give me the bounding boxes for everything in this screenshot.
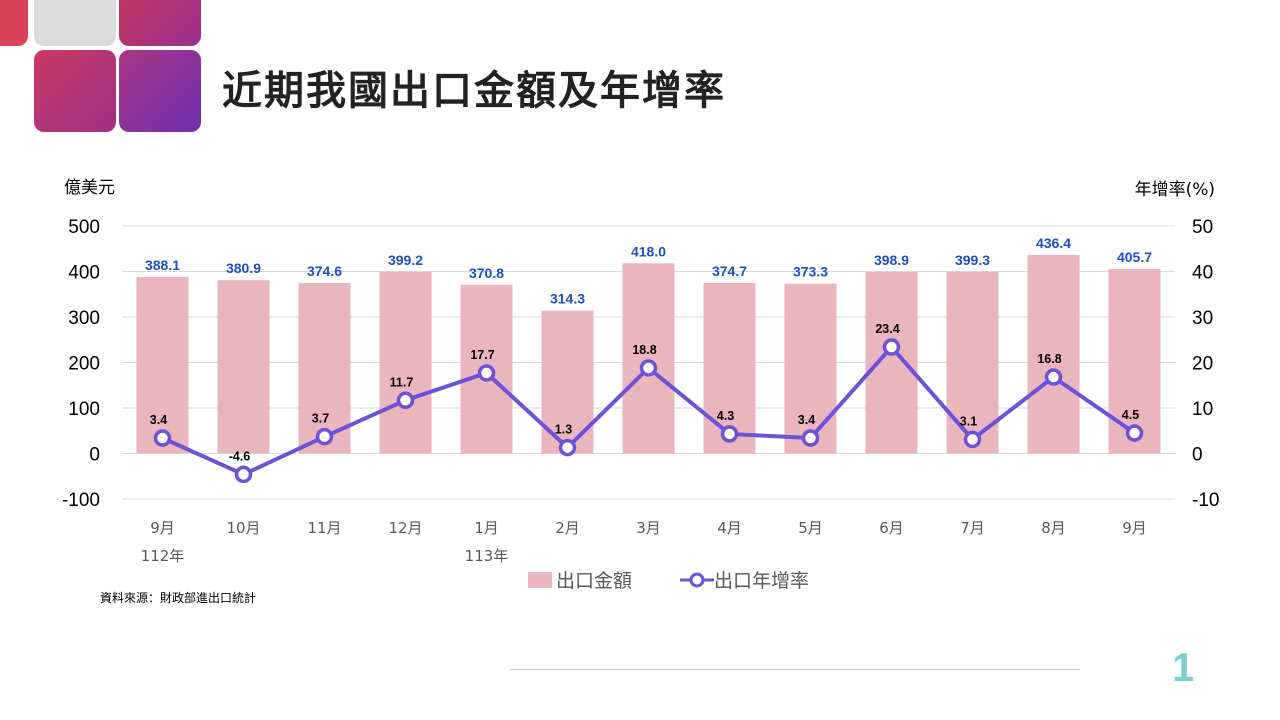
- legend-line-item: 出口年增率: [680, 566, 809, 593]
- decor-square-red: [0, 0, 28, 46]
- growth-point: [558, 438, 577, 457]
- x-tick-label: 2月: [555, 519, 580, 537]
- growth-point: [882, 338, 901, 356]
- growth-value-label: 4.3: [717, 409, 734, 423]
- growth-line: [153, 338, 1144, 484]
- growth-value-label: 4.5: [1122, 408, 1139, 422]
- growth-value-label: 3.1: [960, 414, 977, 428]
- x-tick-label: 4月: [717, 519, 742, 537]
- x-tick-label: 6月: [879, 519, 904, 537]
- bar: [136, 276, 189, 454]
- bar: [865, 272, 918, 454]
- right-tick-label: 0: [1192, 445, 1203, 466]
- legend-bar-swatch: [528, 571, 552, 588]
- growth-value-label: -4.6: [229, 449, 251, 463]
- decor-square-magenta-top: [119, 0, 201, 46]
- bar-value-label: 380.9: [226, 260, 261, 276]
- x-tick-label: 5月: [798, 519, 823, 537]
- growth-point: [639, 359, 658, 377]
- bar-value-label: 398.9: [874, 252, 909, 268]
- decor-square-gray: [34, 0, 116, 46]
- year-label: 112年: [141, 547, 185, 565]
- right-tick-label: 20: [1192, 354, 1213, 375]
- growth-value-label: 17.7: [470, 348, 494, 362]
- growth-point: [153, 429, 172, 447]
- right-tick-label: -10: [1192, 490, 1219, 511]
- x-tick-label: 11月: [307, 519, 341, 537]
- growth-value-label: 23.4: [875, 322, 899, 336]
- left-tick-label: 0: [89, 445, 100, 466]
- x-tick-label: 7月: [960, 519, 985, 537]
- x-tick-label: 8月: [1041, 519, 1066, 537]
- growth-point: [315, 427, 334, 446]
- growth-point: [396, 391, 415, 410]
- x-tick-label: 3月: [636, 519, 661, 537]
- bar-value-label: 373.3: [793, 264, 828, 280]
- data-labels: 388.1 380.9 374.6 399.2 370.8 314.3 418.0 374.7…: [145, 235, 1152, 463]
- growth-value-label: 1.3: [555, 423, 572, 437]
- bar: [703, 283, 756, 454]
- bar: [379, 271, 432, 454]
- growth-point: [720, 425, 739, 443]
- bar-value-label: 399.3: [955, 252, 990, 268]
- x-tick-label: 9月: [150, 519, 175, 537]
- growth-point: [234, 465, 253, 484]
- legend-line-icon: [680, 572, 715, 587]
- growth-value-label: 16.8: [1037, 352, 1061, 366]
- growth-point: [1044, 368, 1063, 386]
- bar-value-label: 399.2: [388, 252, 423, 268]
- growth-value-label: 3.4: [798, 413, 815, 427]
- decor-square-purple-bottom-right: [119, 50, 201, 132]
- growth-value-label: 3.4: [150, 413, 167, 427]
- x-tick-label: 1月: [474, 519, 499, 537]
- left-tick-label: 300: [68, 308, 100, 329]
- bar-value-label: 314.3: [550, 290, 585, 306]
- bar: [1027, 254, 1080, 454]
- page-number: 1: [1172, 646, 1195, 690]
- x-tick-label: 10月: [226, 519, 260, 537]
- year-label: 113年: [465, 547, 509, 565]
- growth-point: [477, 364, 496, 382]
- growth-value-label: 3.7: [312, 412, 329, 426]
- growth-value-label: 11.7: [390, 375, 414, 389]
- right-axis-unit: 年增率(%): [1135, 180, 1215, 200]
- export-chart: 388.1 380.9 374.6 399.2 370.8 314.3 418.0 374.7…: [62, 178, 1220, 565]
- legend-bar-label: 出口金額: [556, 570, 633, 592]
- bar-value-label: 405.7: [1117, 249, 1152, 265]
- legend: 出口金額 出口年增率: [528, 566, 809, 593]
- bar: [622, 263, 675, 454]
- bar: [784, 283, 837, 454]
- bar-value-label: 418.0: [631, 243, 666, 259]
- decor-square-magenta-bottom-left: [34, 50, 116, 132]
- left-tick-label: 100: [68, 399, 100, 420]
- right-tick-label: 30: [1192, 308, 1213, 329]
- bar: [946, 271, 999, 454]
- left-tick-label: 400: [68, 263, 100, 284]
- growth-point: [963, 430, 982, 449]
- bar-value-label: 370.8: [469, 265, 504, 281]
- left-tick-label: 200: [68, 354, 100, 375]
- page-title: 近期我國出口金額及年增率: [222, 68, 726, 114]
- x-tick-label: 12月: [388, 519, 422, 537]
- growth-value-label: 18.8: [632, 343, 656, 357]
- right-tick-label: 50: [1192, 217, 1213, 238]
- growth-point: [1125, 424, 1144, 442]
- left-tick-label: -100: [62, 490, 100, 511]
- x-tick-label: 9月: [1122, 519, 1147, 537]
- left-tick-label: 500: [68, 217, 100, 238]
- right-tick-label: 40: [1192, 263, 1213, 284]
- bar: [298, 283, 351, 454]
- bar: [217, 280, 270, 454]
- bar-value-label: 388.1: [145, 257, 180, 273]
- footer-divider: [510, 669, 1080, 670]
- right-tick-label: 10: [1192, 399, 1213, 420]
- legend-line-label: 出口年增率: [714, 570, 810, 592]
- bar-value-label: 374.6: [307, 263, 342, 279]
- bar-value-label: 374.7: [712, 263, 747, 279]
- source-note: 資料來源：財政部進出口統計: [100, 591, 257, 605]
- bar-value-label: 436.4: [1036, 235, 1071, 251]
- left-axis-unit: 億美元: [64, 178, 115, 198]
- growth-point: [801, 429, 820, 447]
